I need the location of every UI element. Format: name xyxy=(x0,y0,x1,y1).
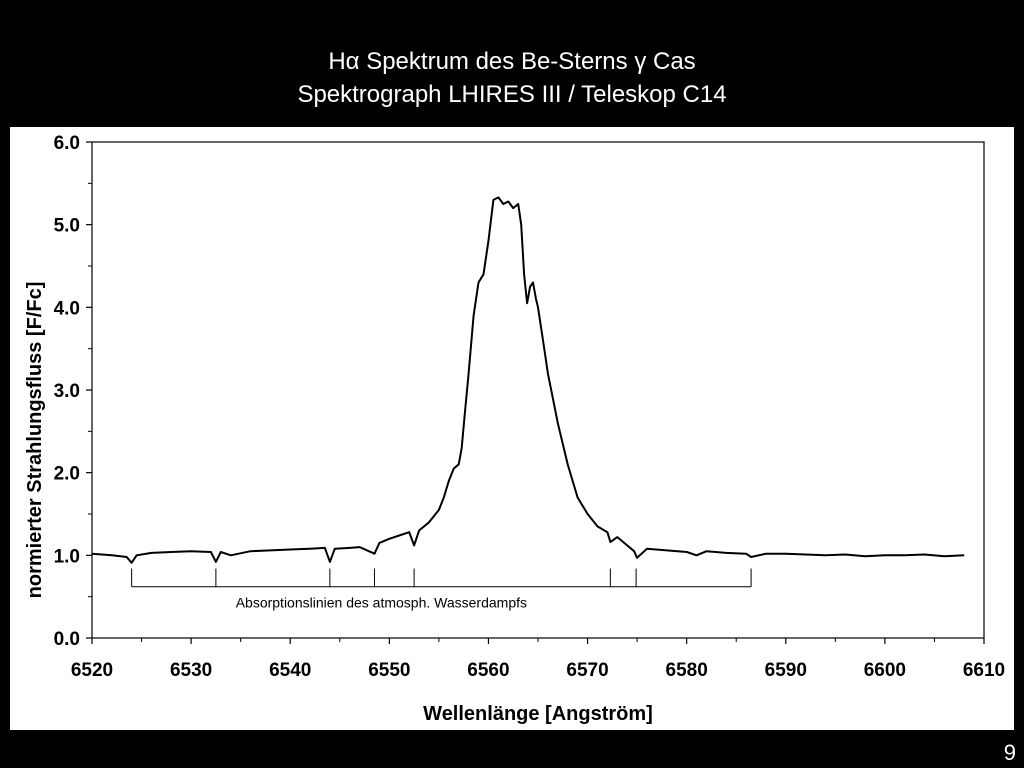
x-axis-title: Wellenlänge [Angström] xyxy=(423,703,653,725)
plot-frame xyxy=(91,141,985,639)
y-tick-label: 5.0 xyxy=(54,216,80,237)
page-number: 9 xyxy=(1003,740,1016,765)
x-tick-label: 6590 xyxy=(765,660,807,681)
y-tick-label: 1.0 xyxy=(54,546,80,567)
x-tick-label: 6560 xyxy=(467,660,509,681)
spectrum-chart: Absorptionslinien des atmosph. Wasserdam… xyxy=(24,133,1005,725)
y-axis-title: normierter Strahlungsfluss [F/Fc] xyxy=(24,282,46,599)
y-tick-label: 4.0 xyxy=(54,298,80,319)
y-tick-label: 3.0 xyxy=(54,381,80,402)
x-tick-label: 6540 xyxy=(269,660,311,681)
x-tick-label: 6610 xyxy=(963,660,1005,681)
x-tick-label: 6570 xyxy=(566,660,608,681)
x-tick-label: 6520 xyxy=(71,660,113,681)
annotation-label: Absorptionslinien des atmosph. Wasserdam… xyxy=(236,595,527,611)
x-tick-label: 6530 xyxy=(170,660,212,681)
x-tick-label: 6550 xyxy=(368,660,410,681)
chart-panel: Absorptionslinien des atmosph. Wasserdam… xyxy=(10,127,1014,730)
slide-title-line-1: Hα Spektrum des Be-Sterns γ Cas xyxy=(328,48,696,75)
x-tick-label: 6600 xyxy=(864,660,906,681)
slide-title-line-2: Spektrograph LHIRES III / Teleskop C14 xyxy=(297,81,727,108)
spectrum-line xyxy=(91,196,965,564)
y-tick-label: 6.0 xyxy=(54,133,80,154)
y-tick-label: 2.0 xyxy=(54,464,80,485)
y-tick-label: 0.0 xyxy=(54,629,80,650)
x-tick-label: 6580 xyxy=(666,660,708,681)
